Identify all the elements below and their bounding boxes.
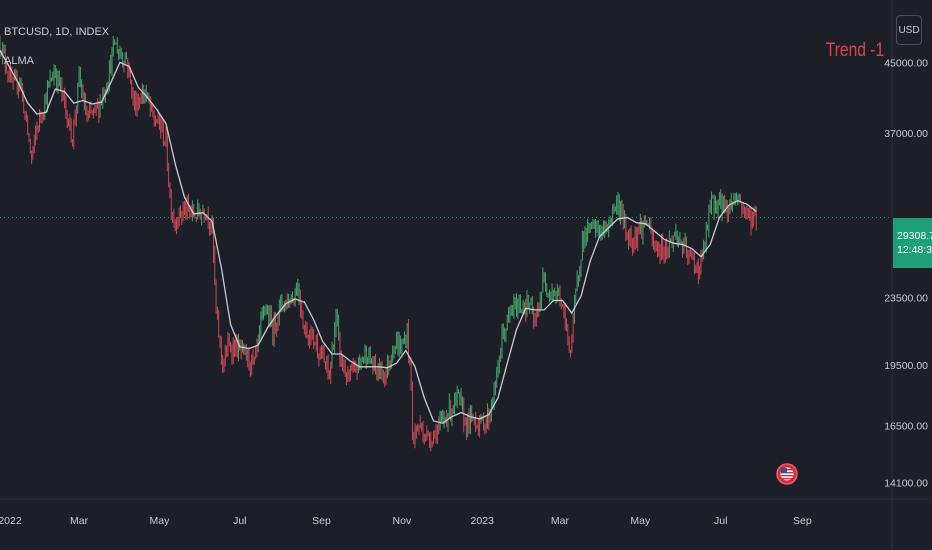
alma-line (0, 50, 757, 424)
indicator-label[interactable]: ALMA (4, 55, 34, 67)
candlestick-series (0, 35, 757, 452)
symbol-label[interactable]: BTCUSD, 1D, INDEX (4, 26, 110, 38)
x-tick-label: Sep (312, 515, 331, 527)
y-tick-label: 19500.00 (884, 360, 928, 372)
currency-button[interactable]: USD (896, 15, 922, 45)
y-tick-label: 45000.00 (884, 57, 928, 69)
x-tick-label: 2022 (0, 515, 22, 527)
x-tick-label: Sep (793, 515, 812, 527)
us-flag-event-icon[interactable] (776, 463, 798, 485)
x-tick-label: May (630, 515, 651, 527)
y-tick-label: 23500.00 (884, 292, 928, 304)
flag-canton (781, 468, 787, 473)
flag-stripe (781, 475, 793, 477)
price-axis[interactable]: 45000.00 37000.00 23500.00 19500.00 16500.00… (884, 57, 928, 489)
y-tick-label: 16500.00 (884, 420, 928, 432)
x-tick-label: Mar (551, 515, 570, 527)
time-axis[interactable]: 2022 Mar May Jul Sep Nov 2023 Mar May Jul Sep (0, 515, 812, 527)
last-price-tag: 29308.74 12:48:39 (893, 218, 932, 268)
x-tick-label: Nov (393, 515, 412, 527)
x-tick-label: 2023 (471, 515, 495, 527)
x-tick-label: Jul (714, 515, 727, 527)
x-tick-label: May (150, 515, 171, 527)
alma-series (0, 50, 757, 424)
flag-stripe (781, 478, 793, 480)
trend-label: Trend -1 (825, 40, 884, 61)
last-price-value: 29308.74 (897, 230, 932, 242)
y-tick-label: 37000.00 (884, 128, 928, 140)
x-tick-label: Jul (233, 515, 246, 527)
x-tick-label: Mar (70, 515, 89, 527)
bar-countdown: 12:48:39 (897, 244, 932, 256)
y-tick-label: 14100.00 (884, 477, 928, 489)
